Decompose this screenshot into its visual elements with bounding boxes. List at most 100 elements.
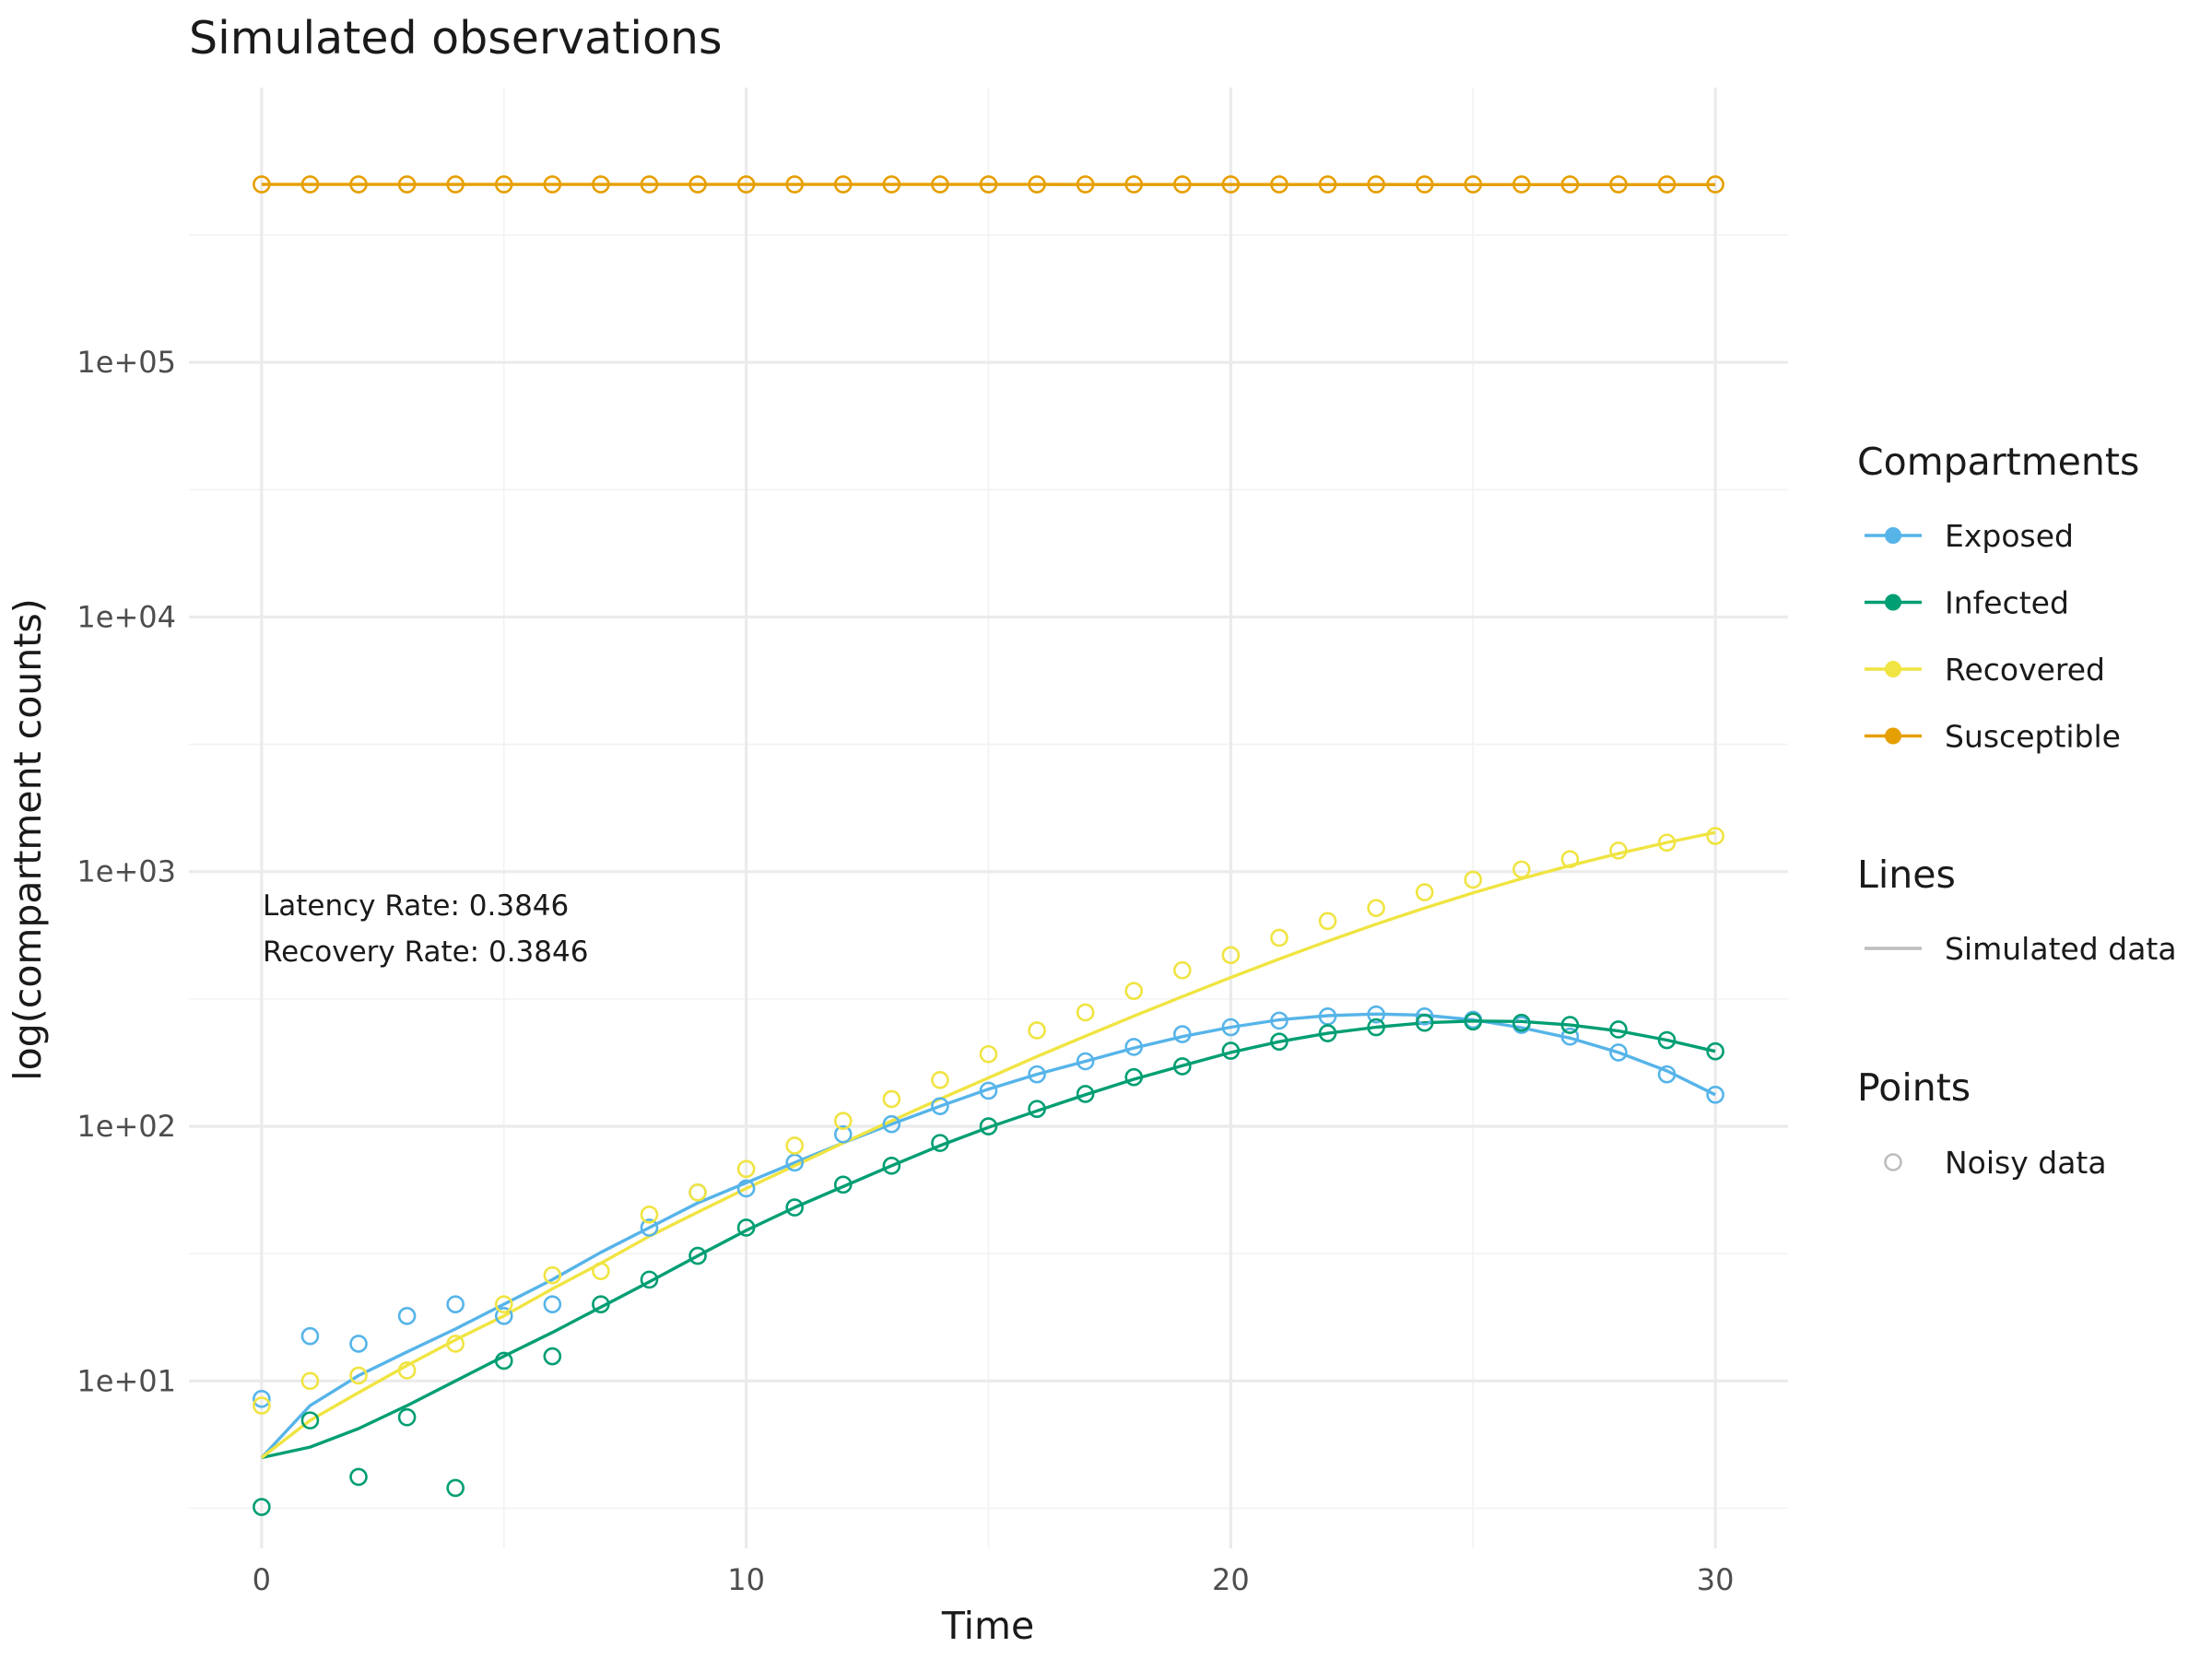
data-point-infected <box>1609 1020 1628 1039</box>
legend-label: Recovered <box>1945 652 2105 688</box>
data-point-susceptible <box>1173 175 1192 194</box>
legend: Compartments Exposed Infected Recovered Susc… <box>1857 440 2177 1181</box>
data-point-exposed <box>543 1295 562 1313</box>
data-point-infected <box>1512 1013 1531 1032</box>
data-point-exposed <box>349 1335 368 1353</box>
legend-label: Susceptible <box>1945 719 2121 755</box>
data-point-infected <box>979 1117 998 1135</box>
data-point-susceptible <box>785 175 804 194</box>
legend-title-points: Points <box>1857 1065 1971 1110</box>
data-point-susceptible <box>349 175 368 194</box>
y-tick-label: 1e+05 <box>76 345 176 380</box>
data-point-exposed <box>1221 1018 1241 1037</box>
data-point-susceptible <box>979 175 998 194</box>
data-point-infected <box>736 1218 756 1237</box>
data-point-susceptible <box>1270 175 1288 194</box>
data-point-infected <box>592 1295 610 1313</box>
data-point-susceptible <box>882 175 901 194</box>
x-tick-label: 0 <box>253 1562 271 1597</box>
data-point-susceptible <box>1076 175 1095 194</box>
data-point-susceptible <box>1415 175 1434 194</box>
data-point-exposed <box>1028 1065 1046 1084</box>
data-point-exposed <box>1560 1027 1580 1046</box>
data-point-infected <box>446 1478 465 1498</box>
legend-label: Exposed <box>1945 518 2074 554</box>
data-point-infected <box>1221 1041 1241 1060</box>
data-point-exposed <box>1173 1025 1192 1043</box>
legend-key-point <box>1885 527 1901 544</box>
legend-label: Simulated data <box>1945 931 2177 967</box>
data-point-exposed <box>1076 1052 1095 1071</box>
data-point-susceptible <box>446 175 465 194</box>
data-point-recovered <box>833 1112 853 1130</box>
data-point-recovered <box>640 1206 659 1224</box>
data-point-susceptible <box>253 175 271 194</box>
data-point-recovered <box>253 1396 271 1415</box>
data-point-susceptible <box>1124 175 1144 194</box>
data-point-recovered <box>446 1335 465 1353</box>
legend-title-compartments: Compartments <box>1857 440 2139 484</box>
data-point-exposed <box>446 1295 465 1313</box>
data-point-recovered <box>1415 883 1434 901</box>
legend-item-susceptible: Susceptible <box>1865 719 2121 755</box>
data-point-exposed <box>1124 1038 1144 1056</box>
data-point-recovered <box>1706 827 1724 845</box>
data-point-infected <box>1124 1067 1144 1087</box>
data-point-exposed <box>1706 1086 1724 1104</box>
data-point-susceptible <box>494 175 513 194</box>
grid <box>189 88 1788 1548</box>
data-point-exposed <box>931 1097 949 1115</box>
data-point-recovered <box>397 1361 417 1380</box>
legend-label: Noisy data <box>1945 1145 2107 1181</box>
data-point-exposed <box>253 1390 271 1408</box>
data-point-infected <box>1367 1018 1385 1037</box>
data-point-infected <box>1028 1100 1046 1118</box>
data-point-recovered <box>1560 850 1580 868</box>
data-point-exposed <box>1270 1011 1288 1030</box>
legend-key-point <box>1885 661 1901 677</box>
data-point-recovered <box>1028 1021 1046 1040</box>
data-point-susceptible <box>1367 175 1385 194</box>
legend-title-lines: Lines <box>1857 853 1956 897</box>
data-point-infected <box>688 1246 707 1265</box>
data-point-susceptible <box>1512 175 1531 194</box>
data-point-infected <box>543 1347 562 1366</box>
data-point-susceptible <box>1657 175 1677 194</box>
data-point-exposed <box>882 1114 901 1134</box>
data-point-susceptible <box>1318 175 1337 194</box>
data-point-infected <box>931 1134 949 1152</box>
y-tick-label: 1e+02 <box>76 1109 176 1144</box>
data-point-exposed <box>494 1306 513 1325</box>
data-point-susceptible <box>592 175 610 194</box>
data-point-recovered <box>494 1295 513 1313</box>
series-line-infected <box>261 1019 1716 1460</box>
data-point-recovered <box>1464 870 1483 889</box>
data-point-recovered <box>1657 833 1677 853</box>
data-point-infected <box>1415 1013 1434 1032</box>
x-axis-title: Time <box>941 1604 1034 1648</box>
data-point-recovered <box>1318 912 1337 931</box>
data-point-infected <box>1076 1085 1095 1103</box>
data-point-infected <box>253 1498 271 1516</box>
data-point-susceptible <box>688 175 707 194</box>
data-point-recovered <box>785 1136 804 1155</box>
data-point-infected <box>882 1157 901 1175</box>
data-point-exposed <box>1609 1043 1628 1062</box>
latency-rate-annotation: Latency Rate: 0.3846 <box>263 889 569 923</box>
legend-label: Infected <box>1945 585 2069 621</box>
data-point-recovered <box>1512 860 1531 879</box>
data-point-exposed <box>979 1081 998 1100</box>
x-tick-label: 30 <box>1697 1562 1735 1597</box>
data-point-susceptible <box>543 175 562 194</box>
data-point-infected <box>1318 1024 1337 1042</box>
data-point-infected <box>640 1270 659 1289</box>
data-point-recovered <box>688 1182 707 1202</box>
legend-item-noisy-data: Noisy data <box>1884 1145 2107 1181</box>
data-point-recovered <box>349 1366 368 1385</box>
data-point-exposed <box>1657 1065 1677 1084</box>
data-point-exposed <box>736 1179 756 1198</box>
x-tick-label: 10 <box>727 1562 765 1597</box>
data-point-susceptible <box>640 175 659 194</box>
data-point-infected <box>1173 1057 1192 1076</box>
data-point-susceptible <box>736 175 756 194</box>
